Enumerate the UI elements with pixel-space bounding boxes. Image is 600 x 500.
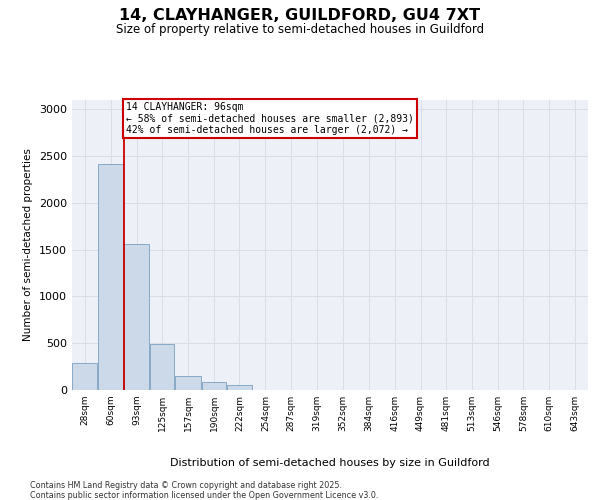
Bar	[175, 376, 201, 390]
Bar	[98, 164, 124, 390]
Bar	[202, 382, 226, 390]
Text: Size of property relative to semi-detached houses in Guildford: Size of property relative to semi-detach…	[116, 22, 484, 36]
Text: Distribution of semi-detached houses by size in Guildford: Distribution of semi-detached houses by …	[170, 458, 490, 468]
Text: 14, CLAYHANGER, GUILDFORD, GU4 7XT: 14, CLAYHANGER, GUILDFORD, GU4 7XT	[119, 8, 481, 22]
Bar	[73, 363, 97, 390]
Text: Contains public sector information licensed under the Open Government Licence v3: Contains public sector information licen…	[30, 491, 379, 500]
Bar	[150, 344, 175, 390]
Text: 14 CLAYHANGER: 96sqm
← 58% of semi-detached houses are smaller (2,893)
42% of se: 14 CLAYHANGER: 96sqm ← 58% of semi-detac…	[126, 102, 414, 135]
Bar	[124, 244, 149, 390]
Y-axis label: Number of semi-detached properties: Number of semi-detached properties	[23, 148, 34, 342]
Text: Contains HM Land Registry data © Crown copyright and database right 2025.: Contains HM Land Registry data © Crown c…	[30, 481, 342, 490]
Bar	[227, 386, 252, 390]
